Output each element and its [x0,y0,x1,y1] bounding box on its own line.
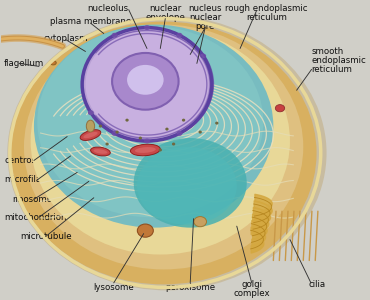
Ellipse shape [127,65,164,95]
Ellipse shape [194,217,206,227]
Text: envelope: envelope [145,13,185,22]
Ellipse shape [50,61,56,65]
Ellipse shape [199,130,202,134]
Text: nucleolus: nucleolus [88,4,129,13]
Ellipse shape [7,16,327,290]
Ellipse shape [200,53,206,58]
Ellipse shape [137,147,237,225]
Text: cilia: cilia [308,280,325,289]
Text: microfilament: microfilament [4,176,64,184]
Ellipse shape [159,148,162,152]
Ellipse shape [134,138,247,228]
Text: lysosome: lysosome [93,283,134,292]
Ellipse shape [176,131,182,136]
Text: flagellum: flagellum [4,59,44,68]
Text: nuclear: nuclear [189,13,221,22]
Ellipse shape [139,136,142,140]
Ellipse shape [172,142,175,146]
Ellipse shape [37,26,263,217]
Ellipse shape [115,130,119,134]
Text: peroxisome: peroxisome [165,283,215,292]
Text: rough endoplasmic: rough endoplasmic [225,4,308,13]
Ellipse shape [137,224,153,237]
Ellipse shape [112,33,118,38]
Text: centrosome: centrosome [4,156,55,165]
Ellipse shape [94,149,107,154]
Ellipse shape [135,147,156,153]
Ellipse shape [105,142,109,146]
Text: complex: complex [233,289,270,298]
Ellipse shape [82,28,212,141]
Ellipse shape [99,124,102,128]
Text: reticulum: reticulum [246,13,287,22]
Ellipse shape [24,25,303,269]
Ellipse shape [31,28,290,254]
Ellipse shape [144,25,150,30]
Ellipse shape [182,118,185,122]
Ellipse shape [165,128,169,130]
Text: ribosome: ribosome [12,195,53,204]
Ellipse shape [91,147,110,156]
Ellipse shape [83,132,98,138]
Ellipse shape [176,33,182,38]
Ellipse shape [86,120,95,132]
Ellipse shape [88,110,94,115]
Ellipse shape [11,22,317,284]
Ellipse shape [144,139,150,143]
Text: mitochondrion: mitochondrion [4,213,67,222]
Text: reticulum: reticulum [312,65,353,74]
Text: golgi: golgi [241,280,262,289]
Ellipse shape [34,25,273,228]
Ellipse shape [80,130,101,140]
Ellipse shape [85,31,209,138]
Text: pore: pore [195,22,215,31]
Ellipse shape [112,131,118,136]
Ellipse shape [130,144,160,156]
Text: microtubule: microtubule [21,232,72,241]
Ellipse shape [215,122,218,124]
Text: plasma membrane: plasma membrane [50,17,131,26]
Text: cytoplasm: cytoplasm [43,34,88,43]
Text: endoplasmic: endoplasmic [312,56,366,65]
Text: nucleus: nucleus [188,4,222,13]
Ellipse shape [112,53,179,110]
Ellipse shape [125,118,129,122]
Ellipse shape [275,105,285,112]
Text: smooth: smooth [312,47,344,56]
Text: nuclear: nuclear [149,4,181,13]
